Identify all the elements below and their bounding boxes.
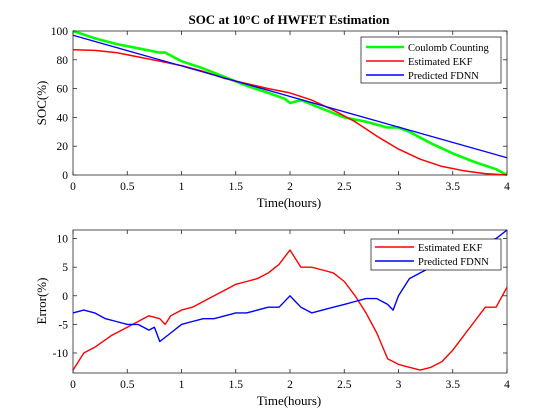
error-xtick-label: 2	[287, 379, 293, 391]
soc-ytick-label: 60	[57, 84, 69, 96]
error-ytick-label: 5	[62, 262, 68, 274]
soc-legend-label-ekf: Estimated EKF	[408, 57, 473, 68]
soc-xtick-label: 0	[70, 181, 76, 193]
error-legend-label-ekf: Estimated EKF	[418, 243, 483, 254]
soc-xtick-label: 3.5	[446, 181, 461, 193]
soc-chart-ylabel: SOC(%)	[34, 81, 49, 126]
error-xtick-label: 0	[70, 379, 76, 391]
error-chart-ylabel: Error(%)	[34, 278, 49, 325]
soc-series-estimated-ekf	[72, 48, 508, 176]
soc-xtick-label: 1	[179, 181, 185, 193]
error-chart-legend: Estimated EKF Predicted FDNN	[370, 238, 502, 271]
soc-xtick-label: 2	[287, 181, 293, 193]
soc-chart-series	[72, 29, 508, 177]
error-chart-ticks: 0 0.5 1 1.5 2 2.5 3 3.5 4 -10 -5 0 5 10	[53, 230, 510, 391]
soc-ytick-label: 0	[62, 170, 68, 182]
soc-xtick-label: 4	[504, 181, 510, 193]
soc-ytick-label: 20	[57, 141, 69, 153]
soc-chart-legend-box	[360, 36, 502, 84]
error-chart: Time(hours) Error(%) 0 0.5 1 1.5 2 2.5 3 3.5 4 -1…	[34, 229, 510, 408]
soc-xtick-label: 2.5	[337, 181, 352, 193]
error-xtick-label: 2.5	[337, 379, 352, 391]
error-legend-label-fdnn: Predicted FDNN	[418, 257, 489, 268]
soc-chart-legend: Coulomb Counting Estimated EKF Predicted…	[360, 36, 502, 84]
error-series-estimated-ekf	[72, 249, 508, 371]
error-xtick-label: 1.5	[229, 379, 244, 391]
error-xtick-label: 1	[179, 379, 185, 391]
soc-series-predicted-fdnn	[72, 34, 508, 159]
soc-chart: SOC at 10°C of HWFET Estimation Time(hou…	[34, 12, 510, 210]
soc-legend-label-coulomb: Coulomb Counting	[408, 43, 490, 54]
soc-ytick-label: 80	[57, 55, 69, 67]
error-chart-xlabel: Time(hours)	[257, 393, 322, 408]
soc-ytick-label: 100	[51, 26, 69, 38]
error-xtick-label: 3	[396, 379, 402, 391]
error-ytick-label: -10	[53, 348, 69, 360]
error-ytick-label: 10	[57, 234, 69, 246]
soc-chart-title: SOC at 10°C of HWFET Estimation	[188, 12, 390, 27]
error-chart-legend-box	[370, 238, 502, 271]
soc-xtick-label: 1.5	[229, 181, 244, 193]
error-xtick-label: 4	[504, 379, 510, 391]
soc-xtick-label: 0.5	[120, 181, 135, 193]
soc-legend-label-fdnn: Predicted FDNN	[408, 71, 479, 82]
soc-xtick-label: 3	[396, 181, 402, 193]
error-ytick-label: -5	[58, 319, 68, 331]
soc-series-coulomb-counting	[72, 29, 508, 177]
error-xtick-label: 3.5	[446, 379, 461, 391]
error-ytick-label: 0	[62, 291, 68, 303]
error-xtick-label: 0.5	[120, 379, 135, 391]
soc-chart-xlabel: Time(hours)	[257, 195, 322, 210]
soc-ytick-label: 40	[57, 112, 69, 124]
